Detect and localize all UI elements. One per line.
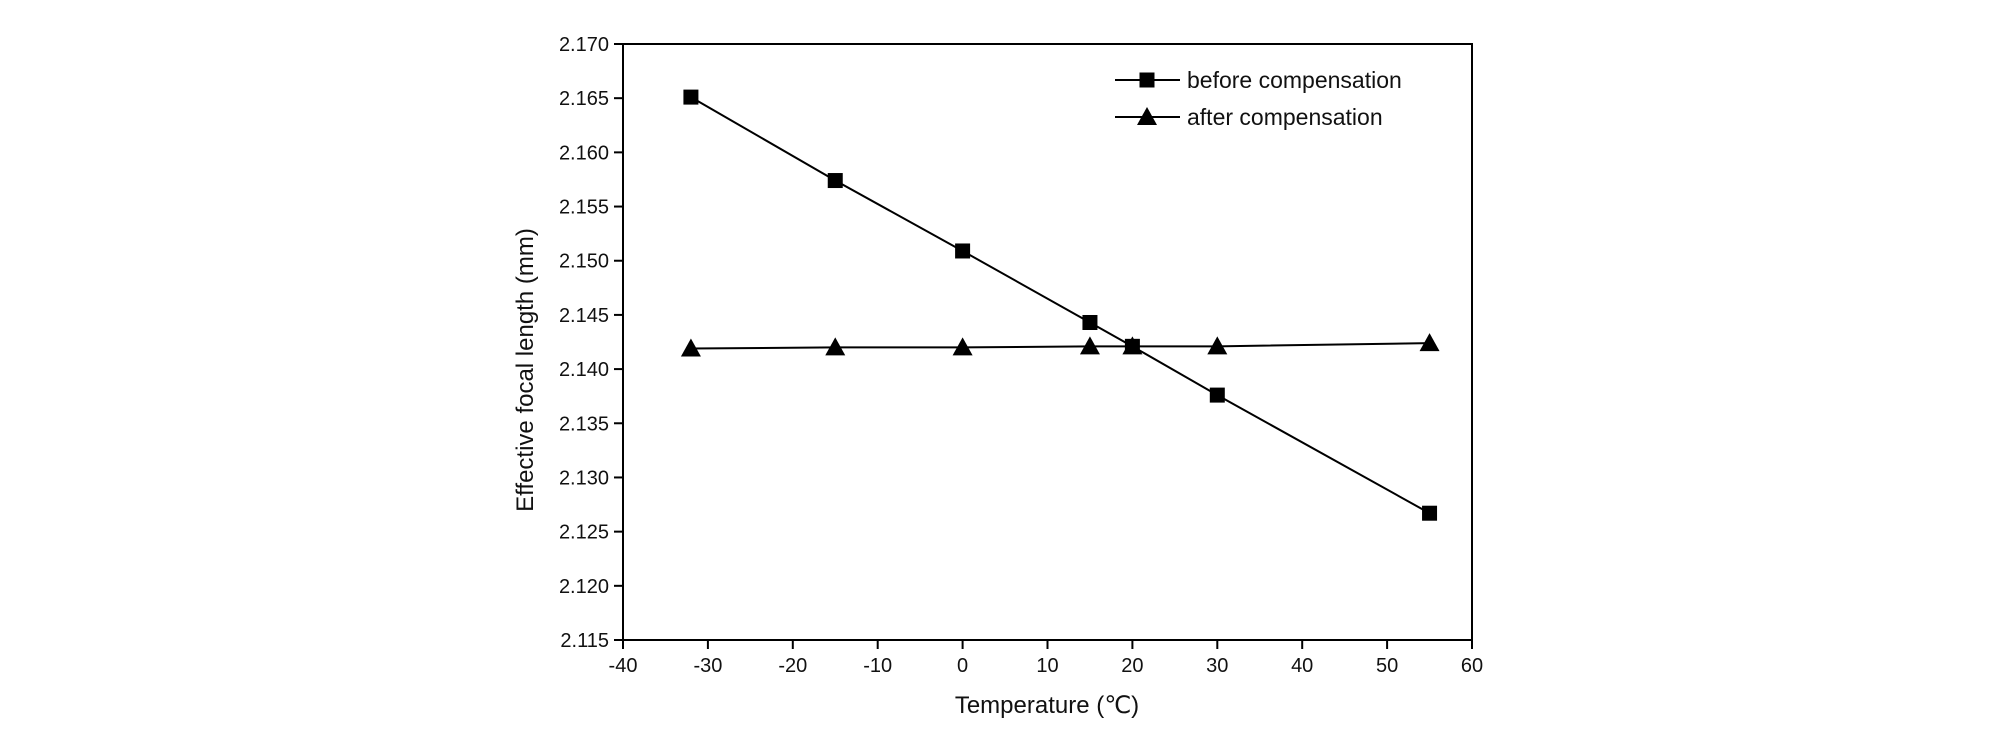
y-tick-label: 2.170 [559, 34, 609, 56]
data-point [952, 337, 973, 356]
series-before-compensation [683, 89, 1438, 521]
y-tick-label: 2.140 [559, 359, 609, 381]
legend-item: after compensation [1115, 104, 1383, 130]
data-point [1422, 505, 1438, 521]
legend-label: before compensation [1187, 67, 1402, 93]
series-line [690, 342, 1430, 350]
y-tick-label: 2.125 [559, 522, 609, 544]
x-axis-label: Temperature (℃) [955, 692, 1139, 719]
x-tick-label: 30 [1206, 655, 1228, 677]
y-tick-label: 2.165 [559, 88, 609, 110]
y-tick-label: 2.115 [560, 630, 609, 652]
x-tick-label: -20 [778, 655, 807, 677]
x-tick-label: 20 [1121, 655, 1143, 677]
series-layer [680, 89, 1440, 521]
axes: -40 -30 -20 -10 0 10 20 30 40 50 60 2.115 2.120 2.125… [559, 34, 1483, 677]
legend-marker [1137, 107, 1157, 125]
data-point [1419, 333, 1440, 352]
x-tick-label: 40 [1291, 655, 1313, 677]
data-point [827, 173, 843, 189]
y-tick-label: 2.135 [559, 413, 609, 435]
y-tick-label: 2.130 [559, 467, 609, 489]
data-point [683, 89, 699, 105]
y-tick-label: 2.120 [559, 576, 609, 598]
x-tick-label: 60 [1461, 655, 1483, 677]
x-tick-label: 10 [1036, 655, 1058, 677]
x-tick-label: 0 [957, 655, 968, 677]
series-after-compensation [680, 333, 1440, 357]
series-line [690, 96, 1431, 515]
y-axis-label: Effective focal length (mm) [512, 228, 539, 512]
y-tick-label: 2.150 [559, 251, 609, 273]
y-tick-label: 2.145 [559, 305, 609, 327]
data-point [1209, 387, 1225, 403]
legend-marker [1139, 72, 1155, 88]
legend-item: before compensation [1115, 67, 1402, 93]
data-point [680, 338, 701, 357]
y-tick-label: 2.160 [559, 142, 609, 164]
data-point [1082, 314, 1098, 330]
data-point [1079, 336, 1100, 355]
legend: before compensation after compensation [1115, 67, 1402, 130]
data-point [825, 337, 846, 356]
x-tick-label: -40 [609, 655, 638, 677]
legend-label: after compensation [1187, 104, 1383, 130]
x-tick-label: 50 [1376, 655, 1398, 677]
y-tick-label: 2.155 [559, 197, 609, 219]
x-tick-label: -10 [863, 655, 892, 677]
data-point [1122, 336, 1143, 355]
x-tick-label: -30 [693, 655, 722, 677]
plot-frame [622, 43, 1473, 641]
data-point [1207, 336, 1228, 355]
data-point [955, 243, 971, 259]
